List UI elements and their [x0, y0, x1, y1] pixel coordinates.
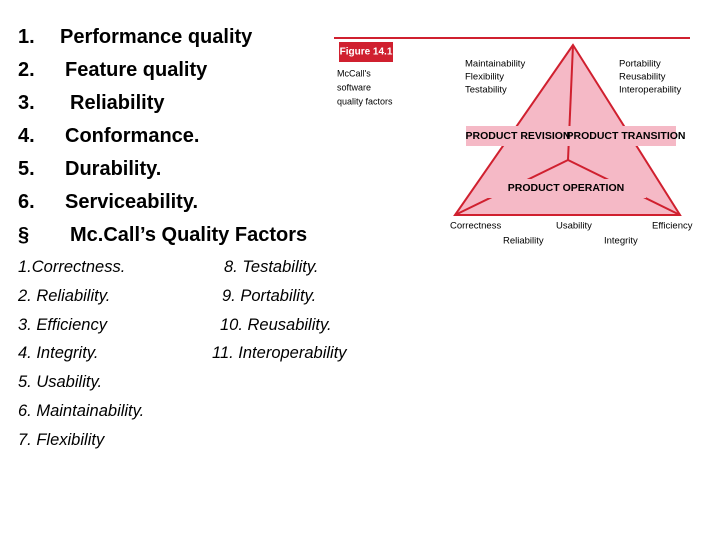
list-text: Feature quality: [65, 59, 208, 81]
factor: 8. Testability.: [224, 258, 319, 276]
caption: software: [337, 82, 371, 92]
factor-label: Reusability: [619, 72, 666, 83]
factor: 7. Flexibility: [18, 430, 105, 449]
band: [466, 126, 676, 146]
factor-label: Portability: [619, 59, 661, 70]
caption: McCall's: [337, 68, 371, 78]
factor-label: Reliability: [503, 236, 544, 247]
figure-label: Figure 14.1: [340, 47, 393, 58]
factor: 3. Efficiency: [18, 315, 107, 334]
list-text: Performance quality: [60, 26, 253, 48]
factor-label: Integrity: [604, 236, 638, 247]
list-text: Reliability: [70, 92, 165, 114]
list-text: Serviceability.: [65, 191, 199, 213]
factor-label: Interoperability: [619, 85, 682, 96]
factor: 11. Interoperability: [212, 344, 347, 363]
transition: PRODUCT TRANSITION: [567, 130, 686, 142]
factor: 10. Reusability.: [220, 315, 332, 334]
factor-label: Testability: [465, 85, 507, 96]
caption: quality factors: [337, 96, 393, 106]
factor: 4. Integrity.: [18, 344, 99, 363]
factor-label: Usability: [556, 221, 592, 232]
factor: 5. Usability.: [18, 373, 103, 392]
list-marker: 5.: [18, 158, 35, 180]
factor-label: Correctness: [450, 221, 501, 232]
operation: PRODUCT OPERATION: [508, 182, 624, 194]
factor-labels: Maintainability Flexibility Testability Por…: [450, 59, 693, 247]
list-text: Conformance.: [65, 125, 200, 147]
list-marker: 2.: [18, 59, 35, 81]
factor: 2. Reliability.: [18, 286, 111, 305]
factor-label: Maintainability: [465, 59, 525, 70]
list-marker: 4.: [18, 125, 35, 147]
factor-label: Flexibility: [465, 72, 504, 83]
revision: PRODUCT REVISION: [465, 130, 570, 142]
figure-label-box: [339, 42, 393, 62]
band: [486, 179, 646, 198]
factor: 6. Maintainability.: [18, 402, 145, 420]
list-text: Mc.Call’s Quality Factors: [70, 224, 308, 246]
list-marker: §: [18, 224, 30, 246]
factor-label: Efficiency: [652, 221, 693, 232]
list-marker: 3.: [18, 92, 35, 114]
list-marker: 1.: [18, 26, 35, 48]
factor: 1.Correctness.: [18, 258, 126, 276]
list-marker: 6.: [18, 191, 35, 213]
list-text: Durability.: [65, 158, 162, 180]
factor: 9. Portability.: [222, 286, 317, 305]
